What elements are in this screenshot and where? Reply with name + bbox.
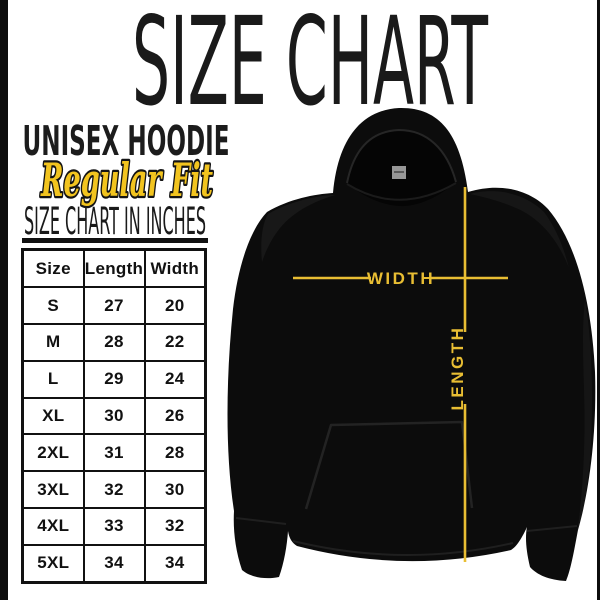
product-name: UNISEX HOODIE: [23, 117, 230, 165]
hood-rim-highlight: [346, 128, 457, 184]
table-row: S 27 20: [21, 286, 207, 325]
measurement-annotations: [293, 187, 508, 562]
table-row: 2XL 31 28: [21, 433, 207, 473]
col-header-size: Size: [21, 248, 85, 289]
kangaroo-pocket: [304, 420, 474, 510]
cell-size: S: [21, 286, 85, 325]
collar-seam: [346, 182, 457, 201]
cell-length: 33: [82, 507, 146, 546]
sleeve-highlight-right: [574, 300, 593, 550]
cell-size: L: [21, 359, 85, 399]
cell-size: 3XL: [21, 470, 85, 510]
table-caption-underline: [22, 238, 208, 243]
cell-size: M: [21, 322, 85, 362]
fit-label: Regular Fit: [40, 153, 213, 207]
cell-length: 29: [82, 359, 146, 399]
cell-size: XL: [21, 396, 85, 436]
cell-size: 2XL: [21, 433, 85, 473]
cell-width: 24: [143, 359, 207, 399]
cell-size: 5XL: [21, 543, 85, 584]
cell-length: 27: [82, 286, 146, 325]
hoodie-illustration: [227, 107, 596, 582]
col-header-width: Width: [143, 248, 207, 289]
page-title: SIZE CHART: [132, 0, 488, 133]
col-header-length: Length: [82, 248, 146, 289]
cell-length: 34: [82, 543, 146, 584]
table-row: 3XL 32 30: [21, 470, 207, 510]
cell-width: 32: [143, 507, 207, 546]
left-cuff-seam: [235, 517, 287, 525]
right-cuff-seam: [526, 525, 578, 532]
waistband-seam: [292, 540, 514, 557]
cell-width: 22: [143, 322, 207, 362]
table-row: 5XL 34 34: [21, 543, 207, 584]
cell-length: 31: [82, 433, 146, 473]
table-caption: SIZE CHART IN INCHES: [24, 200, 206, 243]
cell-size: 4XL: [21, 507, 85, 546]
left-border-bar: [0, 0, 8, 600]
table-row: XL 30 26: [21, 396, 207, 436]
cell-length: 32: [82, 470, 146, 510]
cell-length: 30: [82, 396, 146, 436]
right-border-bar: [597, 0, 600, 600]
cell-width: 34: [143, 543, 207, 584]
table-row: 4XL 33 32: [21, 507, 207, 546]
cell-width: 26: [143, 396, 207, 436]
size-table: Size Length Width S 27 20 M 28 22 L 29 2…: [21, 248, 207, 584]
cell-length: 28: [82, 322, 146, 362]
table-row: L 29 24: [21, 359, 207, 399]
shoulder-highlight-right: [470, 191, 569, 268]
cell-width: 28: [143, 433, 207, 473]
cell-width: 20: [143, 286, 207, 325]
shoulder-highlight-left: [261, 195, 335, 262]
table-row: M 28 22: [21, 322, 207, 362]
cell-width: 30: [143, 470, 207, 510]
length-label: LENGTH: [448, 326, 467, 411]
table-header-row: Size Length Width: [21, 248, 207, 289]
width-label: WIDTH: [367, 269, 435, 288]
